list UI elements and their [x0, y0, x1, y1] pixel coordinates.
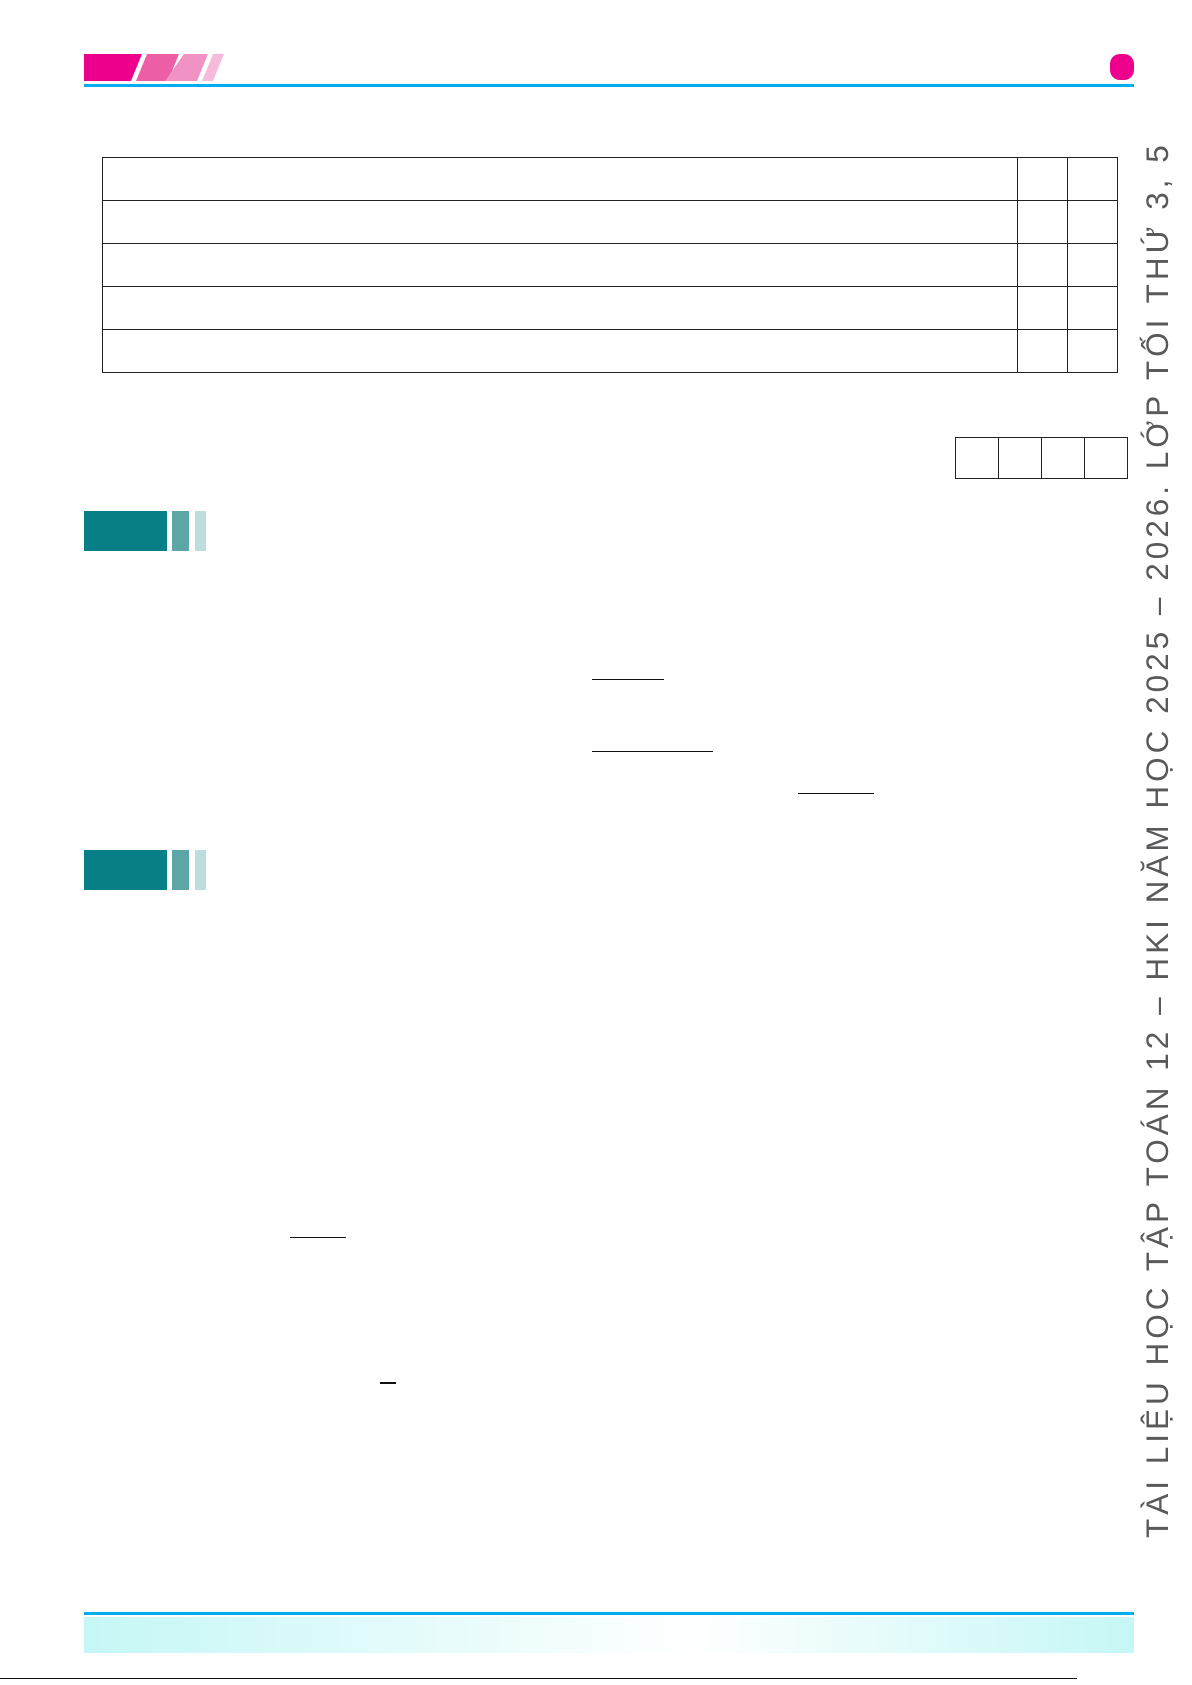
svg-text:TÀI LIỆU HỌC TẬP TOÁN 12 – HKI: TÀI LIỆU HỌC TẬP TOÁN 12 – HKI NĂM HỌC 2… — [1139, 141, 1175, 1538]
